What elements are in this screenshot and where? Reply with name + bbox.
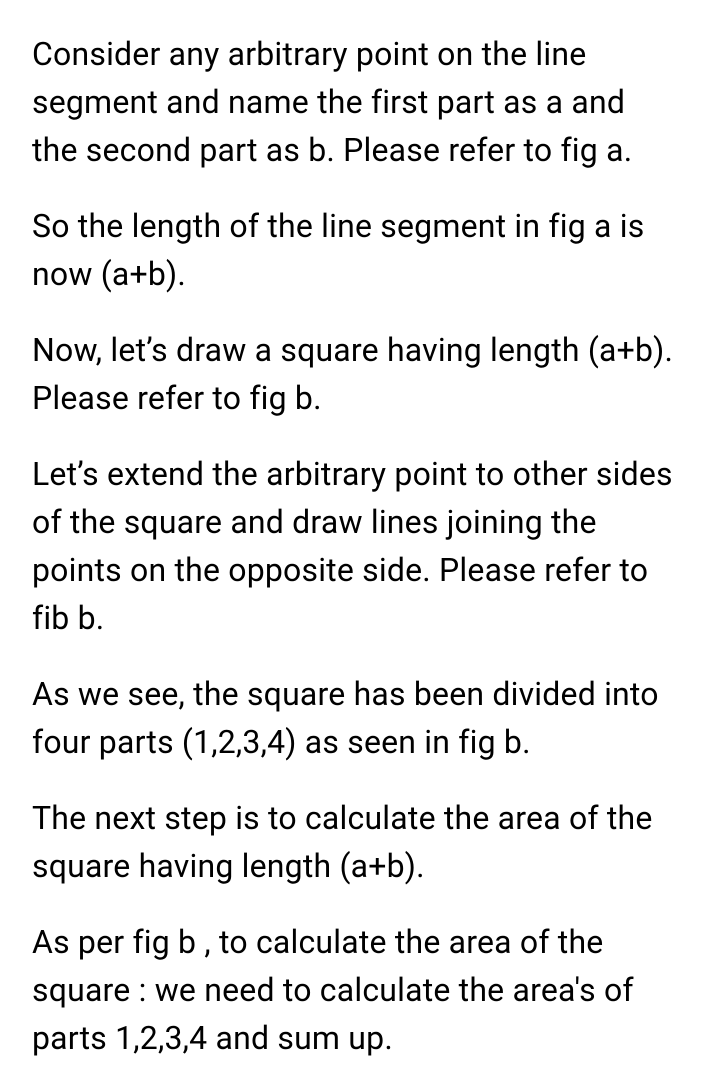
paragraph: Consider any arbitrary point on the line… — [32, 30, 677, 174]
paragraph: The next step is to calculate the area o… — [32, 794, 677, 890]
paragraph: As we see, the square has been divided i… — [32, 670, 677, 766]
paragraph: Let’s extend the arbitrary point to othe… — [32, 450, 677, 642]
paragraph: Now, let’s draw a square having length (… — [32, 326, 677, 422]
paragraph: So the length of the line segment in fig… — [32, 202, 677, 298]
paragraph: Consider a line segment. — [32, 0, 677, 2]
paragraph: As per fig b , to calculate the area of … — [32, 918, 677, 1062]
